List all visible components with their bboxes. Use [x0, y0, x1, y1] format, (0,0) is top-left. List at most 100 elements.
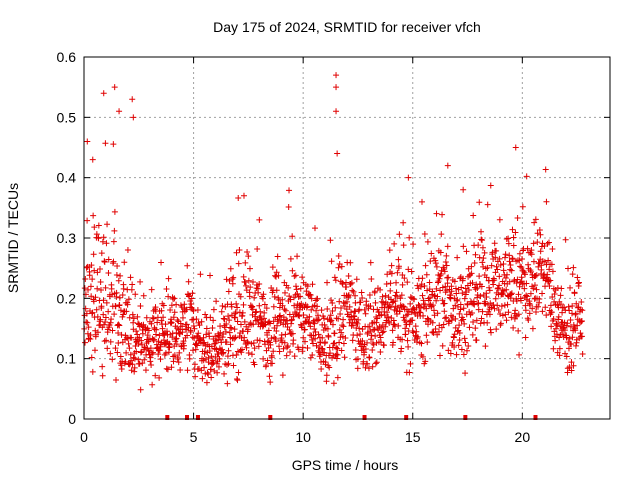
data-point	[242, 259, 249, 266]
data-point	[367, 302, 374, 309]
data-point	[183, 321, 190, 328]
data-point	[238, 349, 245, 356]
data-point	[488, 329, 495, 336]
data-point	[430, 302, 437, 309]
x-tick-label: 5	[190, 429, 198, 445]
data-point	[450, 305, 457, 312]
data-point	[304, 303, 311, 310]
data-point	[120, 285, 127, 292]
data-point	[234, 377, 241, 384]
data-point	[261, 301, 268, 308]
data-point	[551, 291, 558, 298]
data-point	[114, 262, 121, 269]
data-point	[194, 306, 201, 313]
data-point	[98, 287, 105, 294]
data-point	[147, 354, 154, 361]
data-point	[434, 279, 441, 286]
data-point	[189, 316, 196, 323]
data-point	[194, 342, 201, 349]
data-point	[239, 312, 246, 319]
data-point	[179, 314, 186, 321]
data-point	[442, 258, 449, 265]
data-point	[546, 266, 553, 273]
gap-marker	[404, 415, 409, 420]
data-point	[116, 322, 123, 329]
data-point	[126, 345, 133, 352]
data-point	[118, 365, 125, 372]
data-point	[113, 289, 120, 296]
data-point	[284, 342, 291, 349]
data-point	[353, 276, 360, 283]
data-point	[435, 328, 442, 335]
data-point	[399, 303, 406, 310]
data-point	[521, 285, 528, 292]
data-point	[100, 311, 107, 318]
x-axis-title: GPS time / hours	[292, 457, 399, 473]
grid-lines	[84, 57, 610, 419]
data-point	[287, 255, 294, 262]
data-point	[289, 330, 296, 337]
data-point	[138, 337, 145, 344]
data-point	[444, 243, 451, 250]
data-point	[214, 369, 221, 376]
data-point	[83, 310, 90, 317]
data-point	[359, 326, 366, 333]
data-point	[241, 318, 248, 325]
data-point	[476, 199, 483, 206]
data-point	[463, 347, 470, 354]
data-point	[185, 278, 192, 285]
data-point	[105, 256, 112, 263]
data-point	[497, 311, 504, 318]
data-point	[255, 289, 262, 296]
data-point	[496, 273, 503, 280]
data-point	[373, 359, 380, 366]
data-point	[149, 314, 156, 321]
data-point	[475, 306, 482, 313]
data-point	[313, 342, 320, 349]
data-point	[516, 283, 523, 290]
data-point	[536, 296, 543, 303]
data-point	[456, 322, 463, 329]
data-point	[502, 311, 509, 318]
data-point	[108, 316, 115, 323]
data-point	[156, 374, 163, 381]
data-point	[579, 351, 586, 358]
data-point	[273, 287, 280, 294]
data-point	[202, 356, 209, 363]
data-point	[286, 187, 293, 194]
data-point	[337, 304, 344, 311]
data-point	[333, 344, 340, 351]
data-point	[351, 313, 358, 320]
data-point	[225, 288, 232, 295]
data-point	[476, 254, 483, 261]
data-point	[222, 328, 229, 335]
data-point	[453, 297, 460, 304]
data-point	[234, 318, 241, 325]
data-point	[523, 292, 530, 299]
data-point	[573, 300, 580, 307]
data-point	[281, 306, 288, 313]
data-point	[394, 269, 401, 276]
data-point	[284, 344, 291, 351]
data-point	[260, 355, 267, 362]
data-point	[526, 300, 533, 307]
data-point	[490, 281, 497, 288]
data-point	[88, 293, 95, 300]
data-point	[115, 277, 122, 284]
data-point	[184, 262, 191, 269]
data-point	[220, 315, 227, 322]
data-point	[164, 328, 171, 335]
data-point	[410, 329, 417, 336]
data-point	[287, 349, 294, 356]
data-point	[191, 325, 198, 332]
data-point	[445, 347, 452, 354]
data-point	[328, 297, 335, 304]
data-point	[368, 332, 375, 339]
data-point	[517, 263, 524, 270]
data-point	[379, 329, 386, 336]
data-point	[579, 307, 586, 314]
data-point	[500, 291, 507, 298]
data-point	[358, 289, 365, 296]
data-point	[419, 353, 426, 360]
data-point	[249, 279, 256, 286]
